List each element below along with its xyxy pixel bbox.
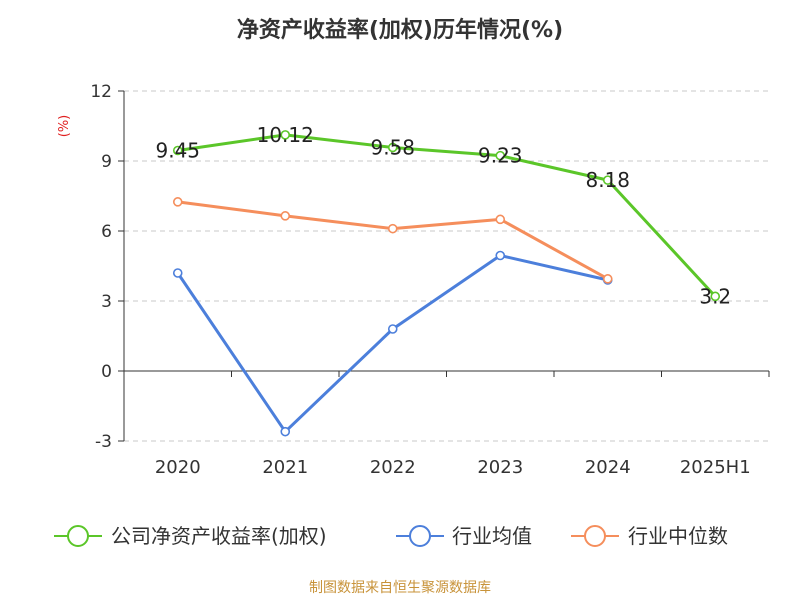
data-label: 3.2 — [699, 284, 731, 308]
legend-marker — [67, 525, 89, 547]
legend-label: 行业均值 — [452, 524, 532, 548]
chart-title: 净资产收益率(加权)历年情况(%) — [237, 17, 563, 43]
y-tick-label: 6 — [101, 222, 112, 242]
source-note: 制图数据来自恒生聚源数据库 — [309, 580, 491, 596]
legend-label: 行业中位数 — [628, 524, 728, 548]
y-tick-label: 0 — [101, 362, 112, 382]
data-point — [280, 426, 291, 437]
data-point — [387, 324, 398, 334]
data-point — [172, 145, 183, 156]
data-point — [280, 130, 291, 140]
data-point — [495, 214, 506, 225]
data-point — [387, 142, 398, 153]
x-tick-label: 2021 — [262, 457, 308, 478]
x-tick-label: 2024 — [585, 457, 631, 478]
data-label: 9.23 — [478, 144, 523, 168]
data-label: 9.45 — [155, 139, 200, 163]
x-tick-label: 2023 — [477, 457, 523, 478]
y-tick-label: 3 — [101, 292, 112, 312]
data-label: 10.12 — [257, 123, 314, 147]
data-point — [495, 250, 506, 261]
y-tick-label: -3 — [95, 432, 112, 452]
x-tick-label: 2022 — [370, 457, 416, 478]
data-point — [495, 150, 506, 161]
data-point — [280, 211, 291, 221]
y-tick-label: 9 — [101, 152, 112, 172]
data-point — [602, 274, 613, 284]
data-point — [710, 291, 721, 302]
series-line — [177, 133, 717, 298]
x-tick-label: 2025H1 — [680, 457, 751, 478]
data-point — [172, 268, 183, 278]
series-line — [177, 200, 609, 281]
data-point — [602, 175, 613, 185]
data-label: 8.18 — [585, 168, 630, 192]
data-point — [172, 197, 183, 207]
x-tick-label: 2020 — [155, 457, 201, 478]
y-axis-label: (%) — [57, 115, 72, 138]
legend-marker — [409, 525, 431, 547]
legend-label: 公司净资产收益率(加权) — [111, 524, 327, 548]
legend-marker — [584, 525, 606, 547]
series-line — [176, 254, 609, 434]
data-label: 9.58 — [370, 135, 415, 159]
data-point — [387, 223, 398, 234]
y-tick-label: 12 — [90, 82, 112, 102]
